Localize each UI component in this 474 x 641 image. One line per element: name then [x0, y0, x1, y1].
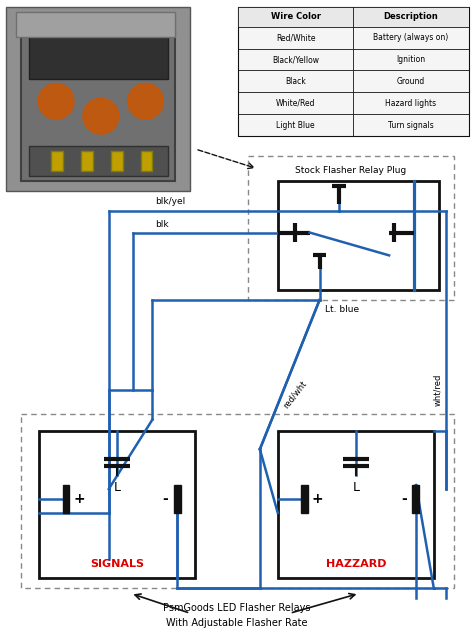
Bar [81, 151, 93, 171]
Text: SIGNALS: SIGNALS [90, 558, 144, 569]
Text: Lt. blue: Lt. blue [326, 305, 360, 314]
Text: Battery (always on): Battery (always on) [374, 33, 448, 42]
Bar [174, 485, 181, 513]
Bar [278, 431, 434, 578]
Text: Turn signals: Turn signals [388, 121, 434, 129]
Text: -: - [163, 492, 168, 506]
Bar [39, 431, 195, 578]
Circle shape [38, 83, 74, 119]
Bar [238, 7, 469, 136]
Bar [63, 485, 70, 513]
Bar [111, 151, 123, 171]
Text: -: - [401, 492, 407, 506]
Text: HAZZARD: HAZZARD [326, 558, 386, 569]
Text: Ignition: Ignition [396, 55, 426, 64]
Bar [51, 151, 63, 171]
Text: PsmGoods LED Flasher Relays: PsmGoods LED Flasher Relays [163, 603, 311, 613]
Bar [301, 485, 308, 513]
Circle shape [83, 98, 118, 134]
Text: wht/red: wht/red [433, 374, 442, 406]
Text: L: L [352, 481, 359, 494]
Text: Light Blue: Light Blue [276, 121, 315, 129]
Text: Black: Black [285, 77, 306, 86]
Text: blk: blk [155, 219, 169, 229]
Bar [16, 12, 175, 37]
Bar [141, 151, 153, 171]
Text: Ground: Ground [397, 77, 425, 86]
Bar [29, 20, 168, 79]
Text: Hazard lights: Hazard lights [385, 99, 437, 108]
Bar [278, 181, 439, 290]
Circle shape [128, 83, 164, 119]
Text: White/Red: White/Red [276, 99, 315, 108]
Text: With Adjustable Flasher Rate: With Adjustable Flasher Rate [166, 618, 308, 628]
Text: red/wht: red/wht [281, 379, 308, 410]
Text: Red/White: Red/White [276, 33, 315, 42]
Bar [238, 7, 469, 27]
Text: +: + [73, 492, 85, 506]
Text: +: + [312, 492, 323, 506]
Text: L: L [114, 481, 121, 494]
Text: Description: Description [383, 12, 438, 21]
Text: Wire Color: Wire Color [271, 12, 320, 21]
Bar [412, 485, 419, 513]
Bar [21, 415, 454, 588]
Bar [29, 146, 168, 176]
Bar [6, 7, 190, 191]
Text: Stock Flasher Relay Plug: Stock Flasher Relay Plug [295, 166, 406, 175]
Text: Black/Yellow: Black/Yellow [272, 55, 319, 64]
Text: blk/yel: blk/yel [155, 197, 186, 206]
Bar [21, 17, 175, 181]
Bar [248, 156, 454, 300]
